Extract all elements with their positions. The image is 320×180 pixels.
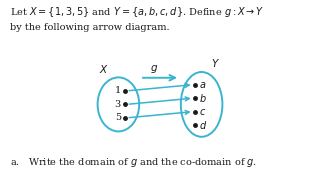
Text: 5: 5	[115, 113, 121, 122]
Text: $b$: $b$	[199, 92, 207, 104]
Text: a.   Write the domain of $g$ and the co-domain of $g$.: a. Write the domain of $g$ and the co-do…	[10, 156, 257, 169]
Text: $a$: $a$	[199, 80, 206, 90]
Text: $g$: $g$	[149, 63, 158, 75]
Text: 1: 1	[115, 86, 121, 95]
Text: by the following arrow diagram.: by the following arrow diagram.	[10, 23, 169, 32]
Text: Let $X = \{1, 3, 5\}$ and $Y = \{a, b, c, d\}$. Define $g: X \rightarrow Y$: Let $X = \{1, 3, 5\}$ and $Y = \{a, b, c…	[10, 5, 264, 19]
Text: $Y$: $Y$	[212, 57, 220, 69]
Text: 3: 3	[115, 100, 121, 109]
Text: $X$: $X$	[99, 63, 109, 75]
Text: $c$: $c$	[199, 107, 206, 117]
Text: $d$: $d$	[199, 119, 207, 131]
